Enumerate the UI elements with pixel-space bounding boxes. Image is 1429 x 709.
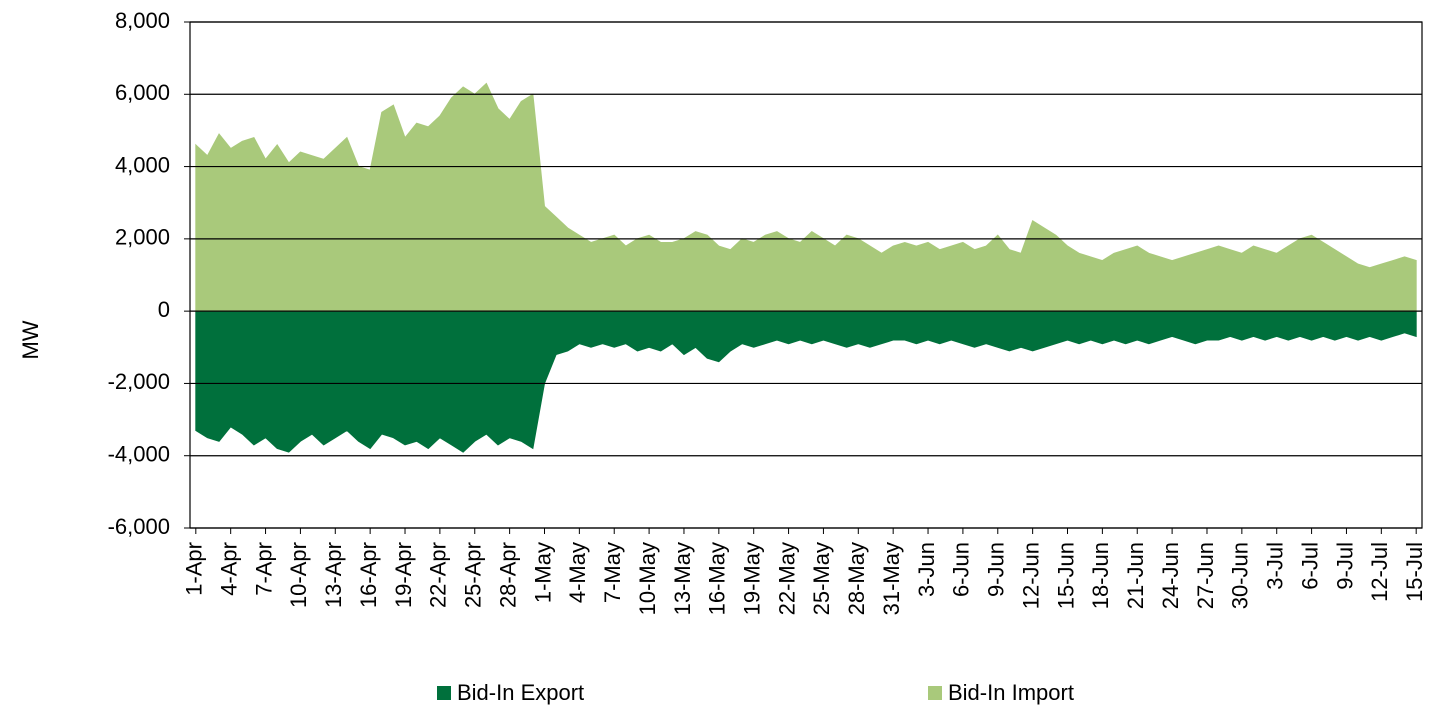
y-tick-label: 8,000 bbox=[115, 8, 170, 33]
x-tick-label: 3-Jul bbox=[1263, 542, 1288, 590]
x-tick-label: 13-Apr bbox=[321, 542, 346, 608]
x-tick-label: 10-May bbox=[635, 542, 660, 615]
x-tick-label: 28-Apr bbox=[495, 542, 520, 608]
y-axis-label: MW bbox=[18, 320, 43, 359]
x-tick-label: 22-Apr bbox=[426, 542, 451, 608]
x-tick-label: 27-Jun bbox=[1193, 542, 1218, 609]
x-tick-label: 6-Jun bbox=[949, 542, 974, 597]
area bbox=[195, 310, 1417, 453]
y-tick-label: 4,000 bbox=[115, 152, 170, 177]
x-tick-label: 18-Jun bbox=[1088, 542, 1113, 609]
x-tick-label: 15-Jun bbox=[1053, 542, 1078, 609]
y-tick-label: -6,000 bbox=[108, 514, 170, 539]
x-tick-label: 4-Apr bbox=[216, 542, 241, 596]
legend-swatch bbox=[928, 686, 942, 700]
x-tick-label: 25-May bbox=[809, 542, 834, 615]
legend-label: Bid-In Export bbox=[457, 680, 584, 705]
area bbox=[195, 82, 1417, 312]
x-tick-label: 4-May bbox=[565, 542, 590, 603]
x-tick-label: 24-Jun bbox=[1158, 542, 1183, 609]
x-tick-label: 21-Jun bbox=[1123, 542, 1148, 609]
x-tick-label: 30-Jun bbox=[1228, 542, 1253, 609]
legend-swatch bbox=[437, 686, 451, 700]
x-tick-label: 31-May bbox=[879, 542, 904, 615]
x-tick-label: 19-Apr bbox=[391, 542, 416, 608]
x-tick-label: 6-Jul bbox=[1297, 542, 1322, 590]
x-tick-label: 10-Apr bbox=[286, 542, 311, 608]
x-tick-label: 12-Jun bbox=[1018, 542, 1043, 609]
x-tick-label: 13-May bbox=[670, 542, 695, 615]
y-tick-label: -2,000 bbox=[108, 369, 170, 394]
x-tick-label: 1-May bbox=[530, 542, 555, 603]
x-tick-label: 7-May bbox=[600, 542, 625, 603]
x-tick-label: 16-May bbox=[705, 542, 730, 615]
x-tick-label: 22-May bbox=[774, 542, 799, 615]
y-tick-label: 6,000 bbox=[115, 80, 170, 105]
x-tick-label: 3-Jun bbox=[914, 542, 939, 597]
y-tick-label: 0 bbox=[158, 297, 170, 322]
x-tick-label: 16-Apr bbox=[356, 542, 381, 608]
y-tick-label: -4,000 bbox=[108, 442, 170, 467]
plot-border bbox=[189, 21, 1423, 529]
legend-label: Bid-In Import bbox=[948, 680, 1074, 705]
x-tick-label: 9-Jul bbox=[1332, 542, 1357, 590]
x-tick-label: 12-Jul bbox=[1367, 542, 1392, 602]
x-tick-label: 19-May bbox=[740, 542, 765, 615]
x-tick-label: 25-Apr bbox=[461, 542, 486, 608]
x-tick-label: 15-Jul bbox=[1402, 542, 1427, 602]
x-tick-label: 1-Apr bbox=[182, 542, 207, 596]
x-tick-label: 7-Apr bbox=[251, 542, 276, 596]
y-tick-label: 2,000 bbox=[115, 225, 170, 250]
x-tick-label: 28-May bbox=[844, 542, 869, 615]
x-tick-label: 9-Jun bbox=[984, 542, 1009, 597]
